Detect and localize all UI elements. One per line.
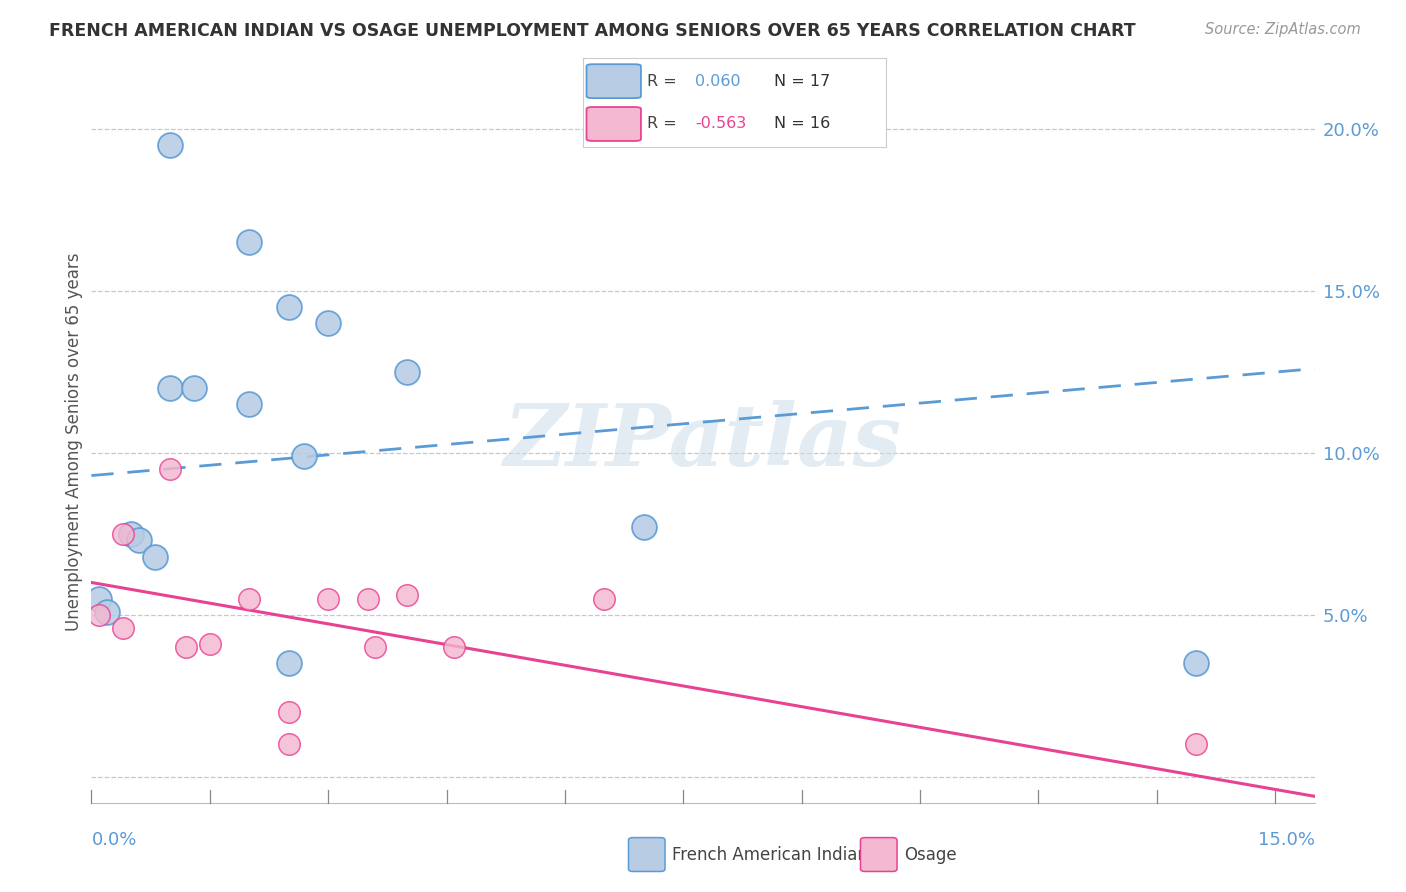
Text: ZIPatlas: ZIPatlas — [503, 400, 903, 483]
Point — [198, 637, 221, 651]
Text: FRENCH AMERICAN INDIAN VS OSAGE UNEMPLOYMENT AMONG SENIORS OVER 65 YEARS CORRELA: FRENCH AMERICAN INDIAN VS OSAGE UNEMPLOY… — [49, 22, 1136, 40]
FancyBboxPatch shape — [586, 107, 641, 141]
Point — [238, 397, 260, 411]
Point — [111, 621, 134, 635]
Point — [120, 527, 142, 541]
Point — [277, 738, 299, 752]
Point — [174, 640, 197, 655]
Point — [443, 640, 465, 655]
Point — [238, 235, 260, 250]
Point — [159, 381, 181, 395]
Text: 0.0%: 0.0% — [91, 831, 136, 849]
Text: 15.0%: 15.0% — [1257, 831, 1315, 849]
Text: Source: ZipAtlas.com: Source: ZipAtlas.com — [1205, 22, 1361, 37]
Point — [96, 605, 118, 619]
Point — [1185, 657, 1208, 671]
FancyBboxPatch shape — [586, 64, 641, 98]
Point — [277, 657, 299, 671]
Point — [159, 462, 181, 476]
Point — [277, 300, 299, 314]
Text: 0.060: 0.060 — [696, 74, 741, 88]
Text: R =: R = — [647, 117, 682, 131]
Point — [89, 607, 111, 622]
Point — [183, 381, 205, 395]
Point — [316, 591, 339, 606]
Point — [364, 640, 387, 655]
Point — [633, 520, 655, 534]
Point — [396, 589, 419, 603]
Point — [159, 138, 181, 153]
Point — [277, 705, 299, 719]
Point — [89, 591, 111, 606]
Point — [1185, 738, 1208, 752]
Point — [316, 316, 339, 330]
Y-axis label: Unemployment Among Seniors over 65 years: Unemployment Among Seniors over 65 years — [65, 252, 83, 631]
Point — [238, 591, 260, 606]
Point — [111, 527, 134, 541]
Text: -0.563: -0.563 — [696, 117, 747, 131]
Text: French American Indians: French American Indians — [672, 846, 877, 863]
Point — [396, 365, 419, 379]
Point — [143, 549, 166, 564]
Point — [593, 591, 616, 606]
Text: R =: R = — [647, 74, 682, 88]
Point — [294, 449, 316, 463]
Text: N = 16: N = 16 — [773, 117, 830, 131]
Point — [356, 591, 378, 606]
Text: Osage: Osage — [904, 846, 956, 863]
Text: N = 17: N = 17 — [773, 74, 830, 88]
Point — [128, 533, 150, 548]
